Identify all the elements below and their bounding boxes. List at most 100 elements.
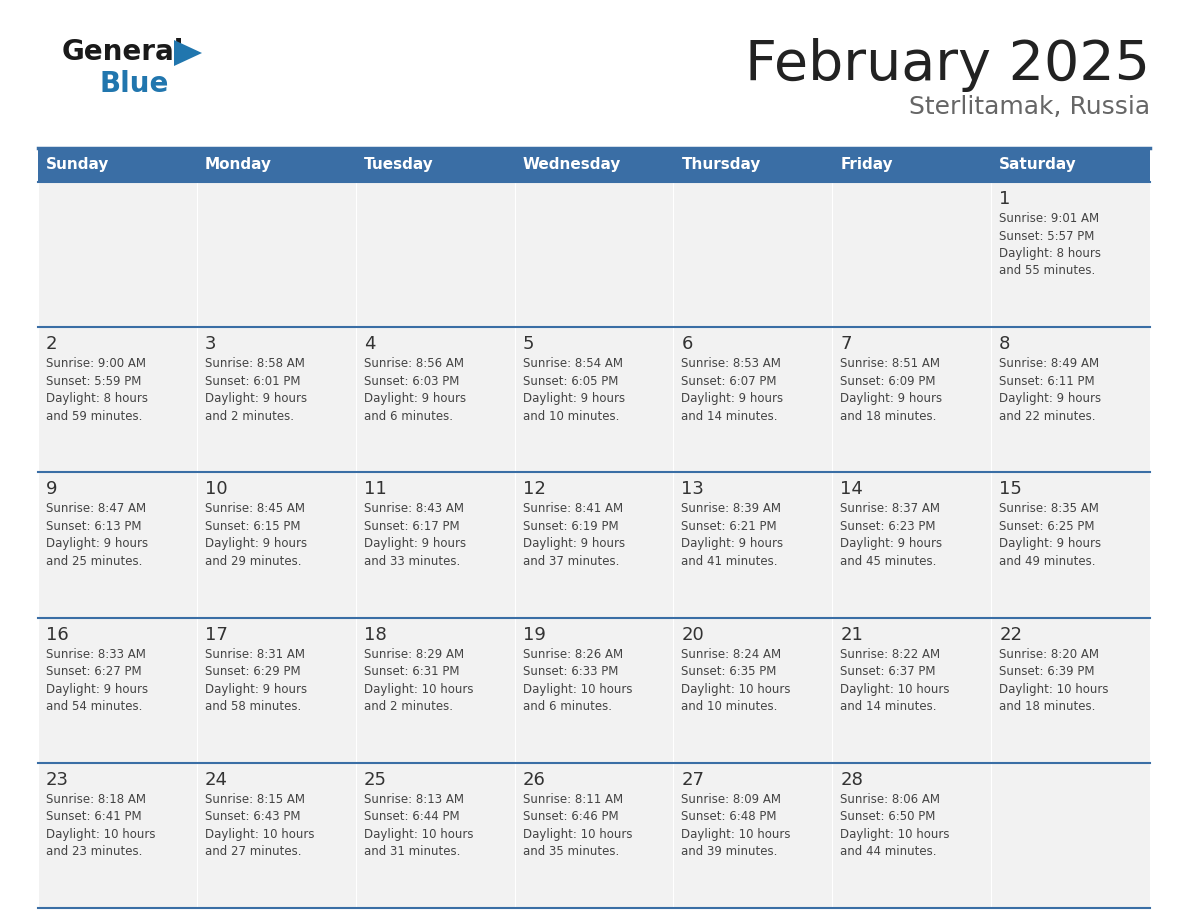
Text: Sunrise: 8:53 AM
Sunset: 6:07 PM
Daylight: 9 hours
and 14 minutes.: Sunrise: 8:53 AM Sunset: 6:07 PM Dayligh… xyxy=(682,357,784,422)
Bar xyxy=(833,473,991,618)
Text: 16: 16 xyxy=(46,625,69,644)
Text: Sunrise: 9:00 AM
Sunset: 5:59 PM
Daylight: 8 hours
and 59 minutes.: Sunrise: 9:00 AM Sunset: 5:59 PM Dayligh… xyxy=(46,357,148,422)
Bar xyxy=(38,763,197,908)
Bar xyxy=(355,327,514,473)
Text: Sunrise: 8:41 AM
Sunset: 6:19 PM
Daylight: 9 hours
and 37 minutes.: Sunrise: 8:41 AM Sunset: 6:19 PM Dayligh… xyxy=(523,502,625,568)
Text: 9: 9 xyxy=(46,480,57,498)
Text: 1: 1 xyxy=(999,190,1011,208)
Text: 23: 23 xyxy=(46,771,69,789)
Text: Sunrise: 8:37 AM
Sunset: 6:23 PM
Daylight: 9 hours
and 45 minutes.: Sunrise: 8:37 AM Sunset: 6:23 PM Dayligh… xyxy=(840,502,942,568)
Text: 7: 7 xyxy=(840,335,852,353)
Bar xyxy=(38,473,197,618)
Bar xyxy=(38,182,197,327)
Bar xyxy=(197,148,355,182)
Text: Sunrise: 8:15 AM
Sunset: 6:43 PM
Daylight: 10 hours
and 27 minutes.: Sunrise: 8:15 AM Sunset: 6:43 PM Dayligh… xyxy=(204,793,315,858)
Bar xyxy=(674,182,833,327)
Bar xyxy=(833,182,991,327)
Text: Sunrise: 8:49 AM
Sunset: 6:11 PM
Daylight: 9 hours
and 22 minutes.: Sunrise: 8:49 AM Sunset: 6:11 PM Dayligh… xyxy=(999,357,1101,422)
Bar xyxy=(514,473,674,618)
Text: Sunrise: 8:22 AM
Sunset: 6:37 PM
Daylight: 10 hours
and 14 minutes.: Sunrise: 8:22 AM Sunset: 6:37 PM Dayligh… xyxy=(840,647,949,713)
Text: Sunrise: 8:29 AM
Sunset: 6:31 PM
Daylight: 10 hours
and 2 minutes.: Sunrise: 8:29 AM Sunset: 6:31 PM Dayligh… xyxy=(364,647,473,713)
Bar xyxy=(355,148,514,182)
Text: Sunrise: 8:51 AM
Sunset: 6:09 PM
Daylight: 9 hours
and 18 minutes.: Sunrise: 8:51 AM Sunset: 6:09 PM Dayligh… xyxy=(840,357,942,422)
Text: Sunrise: 8:18 AM
Sunset: 6:41 PM
Daylight: 10 hours
and 23 minutes.: Sunrise: 8:18 AM Sunset: 6:41 PM Dayligh… xyxy=(46,793,156,858)
Bar xyxy=(833,618,991,763)
Text: Sunrise: 8:39 AM
Sunset: 6:21 PM
Daylight: 9 hours
and 41 minutes.: Sunrise: 8:39 AM Sunset: 6:21 PM Dayligh… xyxy=(682,502,784,568)
Text: 26: 26 xyxy=(523,771,545,789)
Bar xyxy=(991,618,1150,763)
Text: 25: 25 xyxy=(364,771,387,789)
Bar xyxy=(197,763,355,908)
Text: Sunrise: 8:35 AM
Sunset: 6:25 PM
Daylight: 9 hours
and 49 minutes.: Sunrise: 8:35 AM Sunset: 6:25 PM Dayligh… xyxy=(999,502,1101,568)
Bar xyxy=(38,327,197,473)
Text: Sunrise: 8:09 AM
Sunset: 6:48 PM
Daylight: 10 hours
and 39 minutes.: Sunrise: 8:09 AM Sunset: 6:48 PM Dayligh… xyxy=(682,793,791,858)
Text: Sunrise: 8:11 AM
Sunset: 6:46 PM
Daylight: 10 hours
and 35 minutes.: Sunrise: 8:11 AM Sunset: 6:46 PM Dayligh… xyxy=(523,793,632,858)
Text: 14: 14 xyxy=(840,480,864,498)
Text: 22: 22 xyxy=(999,625,1022,644)
Bar xyxy=(833,327,991,473)
Text: Sunrise: 8:20 AM
Sunset: 6:39 PM
Daylight: 10 hours
and 18 minutes.: Sunrise: 8:20 AM Sunset: 6:39 PM Dayligh… xyxy=(999,647,1108,713)
Bar xyxy=(674,618,833,763)
Text: Sunrise: 8:54 AM
Sunset: 6:05 PM
Daylight: 9 hours
and 10 minutes.: Sunrise: 8:54 AM Sunset: 6:05 PM Dayligh… xyxy=(523,357,625,422)
Bar xyxy=(833,763,991,908)
Text: Thursday: Thursday xyxy=(682,158,760,173)
Bar xyxy=(197,473,355,618)
Text: 24: 24 xyxy=(204,771,228,789)
Bar xyxy=(38,148,197,182)
Text: 4: 4 xyxy=(364,335,375,353)
Text: Sunrise: 8:33 AM
Sunset: 6:27 PM
Daylight: 9 hours
and 54 minutes.: Sunrise: 8:33 AM Sunset: 6:27 PM Dayligh… xyxy=(46,647,148,713)
Bar xyxy=(514,327,674,473)
Text: Sunrise: 8:31 AM
Sunset: 6:29 PM
Daylight: 9 hours
and 58 minutes.: Sunrise: 8:31 AM Sunset: 6:29 PM Dayligh… xyxy=(204,647,307,713)
Text: General: General xyxy=(62,38,184,66)
Text: 27: 27 xyxy=(682,771,704,789)
Text: 5: 5 xyxy=(523,335,535,353)
Bar xyxy=(355,473,514,618)
Bar xyxy=(514,618,674,763)
Bar xyxy=(514,763,674,908)
Text: Sunrise: 8:06 AM
Sunset: 6:50 PM
Daylight: 10 hours
and 44 minutes.: Sunrise: 8:06 AM Sunset: 6:50 PM Dayligh… xyxy=(840,793,949,858)
Text: Friday: Friday xyxy=(840,158,893,173)
Bar xyxy=(197,618,355,763)
Polygon shape xyxy=(173,40,202,66)
Text: Saturday: Saturday xyxy=(999,158,1076,173)
Bar xyxy=(355,763,514,908)
Bar xyxy=(674,327,833,473)
Text: Sunrise: 8:24 AM
Sunset: 6:35 PM
Daylight: 10 hours
and 10 minutes.: Sunrise: 8:24 AM Sunset: 6:35 PM Dayligh… xyxy=(682,647,791,713)
Text: 15: 15 xyxy=(999,480,1022,498)
Text: 19: 19 xyxy=(523,625,545,644)
Text: February 2025: February 2025 xyxy=(745,38,1150,92)
Text: 17: 17 xyxy=(204,625,228,644)
Text: Sunrise: 8:58 AM
Sunset: 6:01 PM
Daylight: 9 hours
and 2 minutes.: Sunrise: 8:58 AM Sunset: 6:01 PM Dayligh… xyxy=(204,357,307,422)
Bar xyxy=(514,148,674,182)
Text: Sunrise: 8:56 AM
Sunset: 6:03 PM
Daylight: 9 hours
and 6 minutes.: Sunrise: 8:56 AM Sunset: 6:03 PM Dayligh… xyxy=(364,357,466,422)
Text: 13: 13 xyxy=(682,480,704,498)
Bar xyxy=(991,473,1150,618)
Text: 12: 12 xyxy=(523,480,545,498)
Text: 10: 10 xyxy=(204,480,227,498)
Text: Sunrise: 8:45 AM
Sunset: 6:15 PM
Daylight: 9 hours
and 29 minutes.: Sunrise: 8:45 AM Sunset: 6:15 PM Dayligh… xyxy=(204,502,307,568)
Bar xyxy=(991,327,1150,473)
Text: Sunrise: 8:47 AM
Sunset: 6:13 PM
Daylight: 9 hours
and 25 minutes.: Sunrise: 8:47 AM Sunset: 6:13 PM Dayligh… xyxy=(46,502,148,568)
Text: Sunrise: 8:43 AM
Sunset: 6:17 PM
Daylight: 9 hours
and 33 minutes.: Sunrise: 8:43 AM Sunset: 6:17 PM Dayligh… xyxy=(364,502,466,568)
Bar xyxy=(514,182,674,327)
Text: Sunrise: 8:26 AM
Sunset: 6:33 PM
Daylight: 10 hours
and 6 minutes.: Sunrise: 8:26 AM Sunset: 6:33 PM Dayligh… xyxy=(523,647,632,713)
Text: 6: 6 xyxy=(682,335,693,353)
Text: 8: 8 xyxy=(999,335,1011,353)
Bar xyxy=(355,182,514,327)
Text: Sunrise: 8:13 AM
Sunset: 6:44 PM
Daylight: 10 hours
and 31 minutes.: Sunrise: 8:13 AM Sunset: 6:44 PM Dayligh… xyxy=(364,793,473,858)
Text: Sunrise: 9:01 AM
Sunset: 5:57 PM
Daylight: 8 hours
and 55 minutes.: Sunrise: 9:01 AM Sunset: 5:57 PM Dayligh… xyxy=(999,212,1101,277)
Text: 2: 2 xyxy=(46,335,57,353)
Bar xyxy=(991,182,1150,327)
Bar xyxy=(674,763,833,908)
Text: Sterlitamak, Russia: Sterlitamak, Russia xyxy=(909,95,1150,119)
Text: 28: 28 xyxy=(840,771,864,789)
Bar xyxy=(833,148,991,182)
Text: 20: 20 xyxy=(682,625,704,644)
Text: 21: 21 xyxy=(840,625,864,644)
Text: 11: 11 xyxy=(364,480,386,498)
Bar xyxy=(197,327,355,473)
Bar xyxy=(991,763,1150,908)
Bar xyxy=(197,182,355,327)
Text: Tuesday: Tuesday xyxy=(364,158,434,173)
Bar xyxy=(38,618,197,763)
